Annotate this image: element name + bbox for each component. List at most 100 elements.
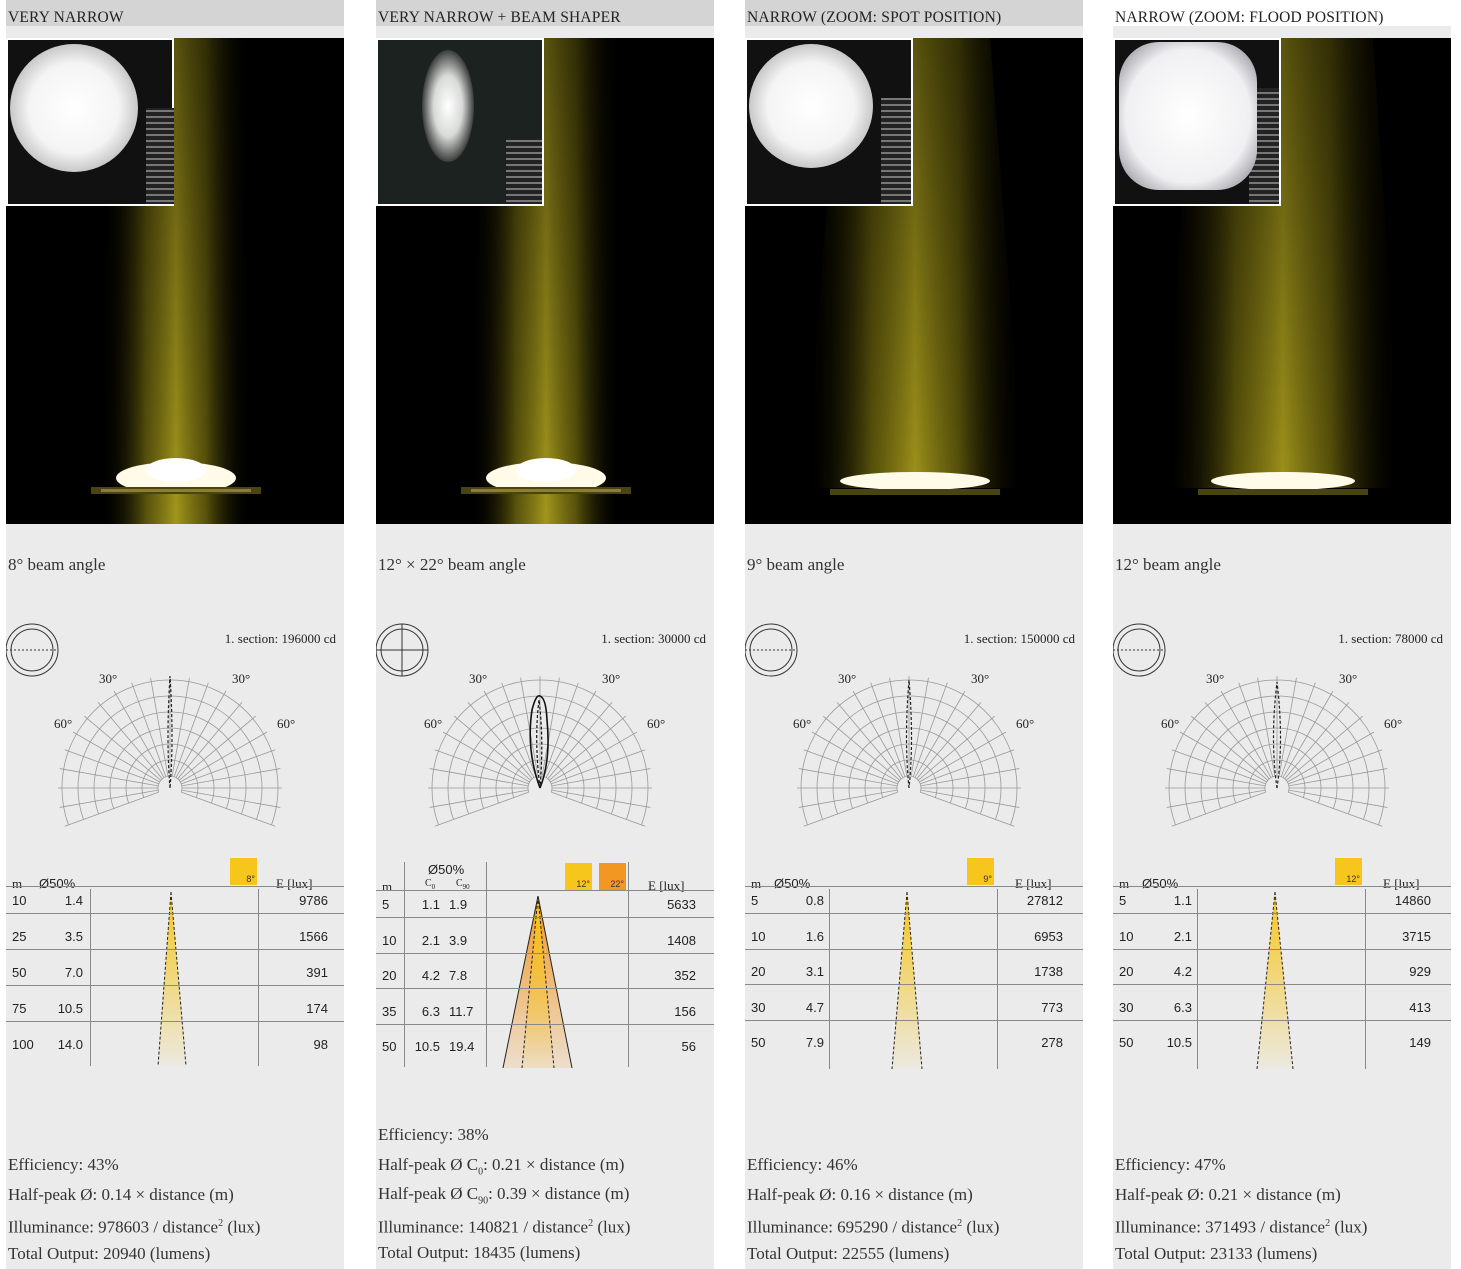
column-title-text: NARROW (ZOOM: SPOT POSITION) <box>747 9 1002 26</box>
beam-swatch: 12° <box>565 863 592 890</box>
row-distance: 30 <box>751 999 766 1015</box>
header-lux: E [lux] <box>648 878 685 893</box>
row-distance: 20 <box>382 968 397 983</box>
row-illuminance: 174 <box>306 1001 328 1016</box>
row-illuminance: 156 <box>674 1003 696 1019</box>
header-dia: Ø50% <box>428 862 465 877</box>
photometric-table: 9° m Ø50% E [lux] 5 0.8 27812 10 1.6 6953 20 3.… <box>745 858 1083 1078</box>
angle-label-60-right: 60° <box>277 716 295 731</box>
half-peak: Half-peak Ø: 0.21 × distance (m) <box>1115 1184 1341 1204</box>
footer-specs: Efficiency: 46% Half-peak Ø: 0.16 × dist… <box>747 1150 999 1268</box>
column-title-text: NARROW (ZOOM: FLOOD POSITION) <box>1115 9 1384 26</box>
row-illuminance: 1408 <box>667 932 696 948</box>
row-illuminance: 98 <box>313 1037 328 1052</box>
row-diameter-c90: 19.4 <box>449 1039 475 1054</box>
row-diameter: 3.1 <box>805 964 824 979</box>
header-m: m <box>382 879 393 894</box>
row-distance: 35 <box>382 1003 397 1019</box>
polar-diagram: 1. section: 150000 cd 30° 30° 60° 60° <box>745 623 1076 827</box>
row-diameter: 1.4 <box>64 893 83 908</box>
column-very-narrow-beam-shaper: VERY NARROW + BEAM SHAPER 12° × 22° beam… <box>376 0 714 1269</box>
header-lux: E [lux] <box>276 876 313 891</box>
angle-label-60-left: 60° <box>424 716 442 731</box>
column-title: NARROW (ZOOM: FLOOD POSITION) <box>1113 0 1451 26</box>
efficiency: Efficiency: 38% <box>378 1125 489 1144</box>
angle-label-30-right: 30° <box>602 671 620 686</box>
row-diameter: 14.0 <box>57 1037 83 1052</box>
cone-diagram <box>157 891 187 1066</box>
luminaire-symbol-icon <box>745 623 798 677</box>
row-distance: 5 <box>382 897 390 912</box>
section-label: 1. section: 196000 cd <box>225 631 337 646</box>
beam-angle: 9° beam angle <box>747 555 845 574</box>
row-diameter: 6.3 <box>421 1003 440 1019</box>
column-title: VERY NARROW <box>6 0 344 26</box>
row-distance: 10 <box>751 928 766 944</box>
beam-angle: 8° beam angle <box>8 555 106 574</box>
row-diameter-c90: 7.8 <box>449 968 468 983</box>
angle-label-30-left: 30° <box>838 671 856 686</box>
row-diameter: 1.1 <box>421 897 440 912</box>
column-narrow-spot: NARROW (ZOOM: SPOT POSITION) 9° beam ang… <box>745 0 1083 1269</box>
total-output: Total Output: 20940 (lumens) <box>8 1243 211 1263</box>
row-illuminance: 56 <box>681 1039 696 1054</box>
angle-label-30-left: 30° <box>469 671 487 686</box>
section-label: 1. section: 78000 cd <box>1338 631 1443 646</box>
row-diameter: 10.5 <box>414 1039 440 1054</box>
row-distance: 10 <box>1119 928 1134 944</box>
row-diameter-c90: 11.7 <box>449 1003 474 1019</box>
row-diameter: 6.3 <box>1173 999 1192 1015</box>
header-dia: Ø50% <box>774 876 811 891</box>
column-title: VERY NARROW + BEAM SHAPER <box>376 0 714 26</box>
header-lux: E [lux] <box>1383 876 1420 891</box>
cone-diagram <box>891 891 923 1069</box>
footer-specs: Efficiency: 38% Half-peak Ø C0: 0.21 × d… <box>378 1120 630 1268</box>
beam-angle: 12° × 22° beam angle <box>378 555 526 574</box>
row-distance: 50 <box>1119 1035 1134 1050</box>
efficiency: Efficiency: 43% <box>8 1155 119 1174</box>
row-illuminance: 391 <box>306 965 328 980</box>
row-diameter: 4.7 <box>805 999 824 1015</box>
row-distance: 5 <box>751 893 759 908</box>
efficiency: Efficiency: 46% <box>747 1155 858 1174</box>
beam-photo <box>745 38 1083 524</box>
angle-label-60-left: 60° <box>793 716 811 731</box>
row-illuminance: 5633 <box>667 897 696 912</box>
illuminance: Illuminance: 978603 / distance2 (lux) <box>8 1217 261 1237</box>
row-diameter: 4.2 <box>421 968 440 983</box>
column-narrow-flood: NARROW (ZOOM: FLOOD POSITION) 12° beam a… <box>1113 0 1451 1269</box>
beam-photo <box>6 38 344 524</box>
row-distance: 20 <box>751 964 766 979</box>
row-illuminance: 9786 <box>299 893 328 908</box>
section-label: 1. section: 150000 cd <box>964 631 1076 646</box>
column-title: NARROW (ZOOM: SPOT POSITION) <box>745 0 1083 26</box>
row-illuminance: 27812 <box>1026 893 1063 908</box>
cone-diagram <box>1256 891 1294 1069</box>
row-diameter: 0.8 <box>805 893 824 908</box>
angle-label-60-right: 60° <box>1016 716 1034 731</box>
half-peak: Half-peak Ø: 0.14 × distance (m) <box>8 1184 234 1204</box>
row-illuminance: 149 <box>1409 1035 1431 1050</box>
illuminance: Illuminance: 140821 / distance2 (lux) <box>378 1217 631 1237</box>
angle-label-60-right: 60° <box>1384 716 1402 731</box>
header-dia: Ø50% <box>39 876 76 891</box>
row-diameter-c90: 3.9 <box>449 932 468 948</box>
illuminance: Illuminance: 695290 / distance2 (lux) <box>747 1217 1000 1237</box>
row-distance: 50 <box>751 1035 766 1050</box>
header-m: m <box>751 876 762 891</box>
row-illuminance: 6953 <box>1034 928 1063 944</box>
row-diameter: 4.2 <box>1173 964 1192 979</box>
header-m: m <box>12 876 23 891</box>
header-dia: Ø50% <box>1142 876 1179 891</box>
photometric-table: 12° 22° Ø50% m C0 C90 E [lux] 5 1.1 1.9 563… <box>376 834 714 1068</box>
photometric-table: 8° m Ø50% E [lux] 10 1.4 9786 25 3.5 1566 50 7.… <box>6 858 344 1066</box>
angle-label-30-right: 30° <box>971 671 989 686</box>
header-m: m <box>1119 876 1130 891</box>
header-c90: C90 <box>456 878 470 891</box>
luminaire-symbol-icon <box>6 623 59 677</box>
row-distance: 25 <box>12 929 27 944</box>
row-illuminance: 413 <box>1409 999 1431 1015</box>
row-distance: 50 <box>12 965 27 980</box>
row-illuminance: 14860 <box>1394 893 1431 908</box>
row-distance: 10 <box>382 932 397 948</box>
